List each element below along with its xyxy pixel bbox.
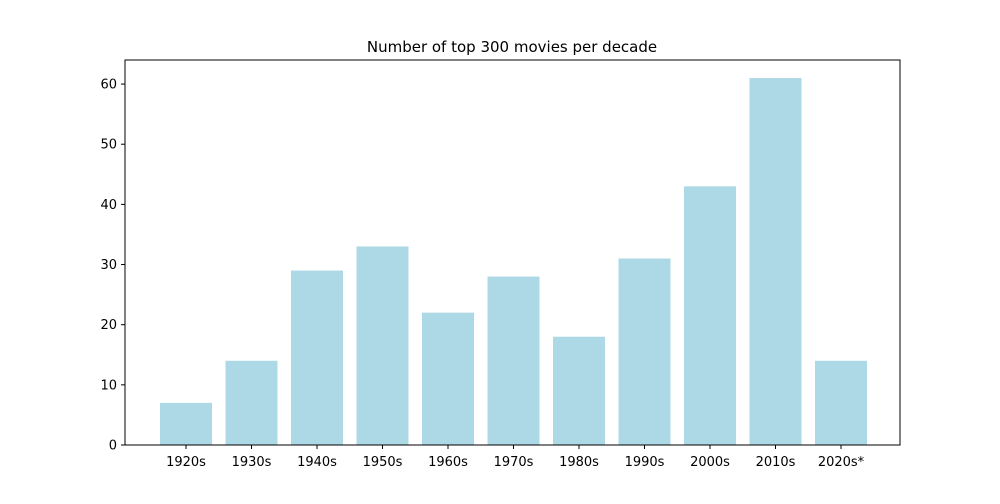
y-tick-label: 60 <box>100 78 117 93</box>
bars-group <box>160 78 867 445</box>
y-axis-ticks: 0 10 20 30 40 50 60 <box>100 78 125 454</box>
bar-1930s <box>225 360 278 445</box>
bar-1950s <box>356 246 409 445</box>
x-tick-label: 1920s <box>166 455 206 470</box>
x-tick-label: 2020s* <box>818 455 865 470</box>
bar-2000s <box>684 186 736 445</box>
y-tick-label: 10 <box>100 378 117 393</box>
x-tick-label: 1960s <box>428 455 468 470</box>
plot-frame <box>124 59 901 446</box>
x-tick-label: 2010s <box>756 455 796 470</box>
x-tick-label: 1940s <box>297 455 337 470</box>
y-tick-label: 20 <box>100 318 117 333</box>
bar-1960s <box>422 312 474 445</box>
y-tick-label: 40 <box>100 198 117 213</box>
y-tick-label: 30 <box>100 258 117 273</box>
bar-1920s <box>160 402 212 445</box>
x-axis-ticks: 1920s 1930s 1940s 1950s 1960s 1970s 1980s 1990s… <box>166 445 865 470</box>
bar-1970s <box>487 276 540 445</box>
bar-2020s <box>815 360 867 445</box>
y-tick-label: 50 <box>100 138 117 153</box>
x-tick-label: 2000s <box>690 455 730 470</box>
x-tick-label: 1930s <box>232 455 272 470</box>
bar-2010s <box>749 78 802 445</box>
x-tick-label: 1970s <box>494 455 534 470</box>
x-tick-label: 1950s <box>363 455 403 470</box>
x-tick-label: 1990s <box>625 455 665 470</box>
chart-title: Number of top 300 movies per decade <box>367 38 657 56</box>
x-tick-label: 1980s <box>559 455 599 470</box>
bar-1980s <box>553 336 605 445</box>
bar-1940s <box>291 270 343 445</box>
bar-1990s <box>618 258 671 445</box>
y-tick-label: 0 <box>109 439 117 454</box>
